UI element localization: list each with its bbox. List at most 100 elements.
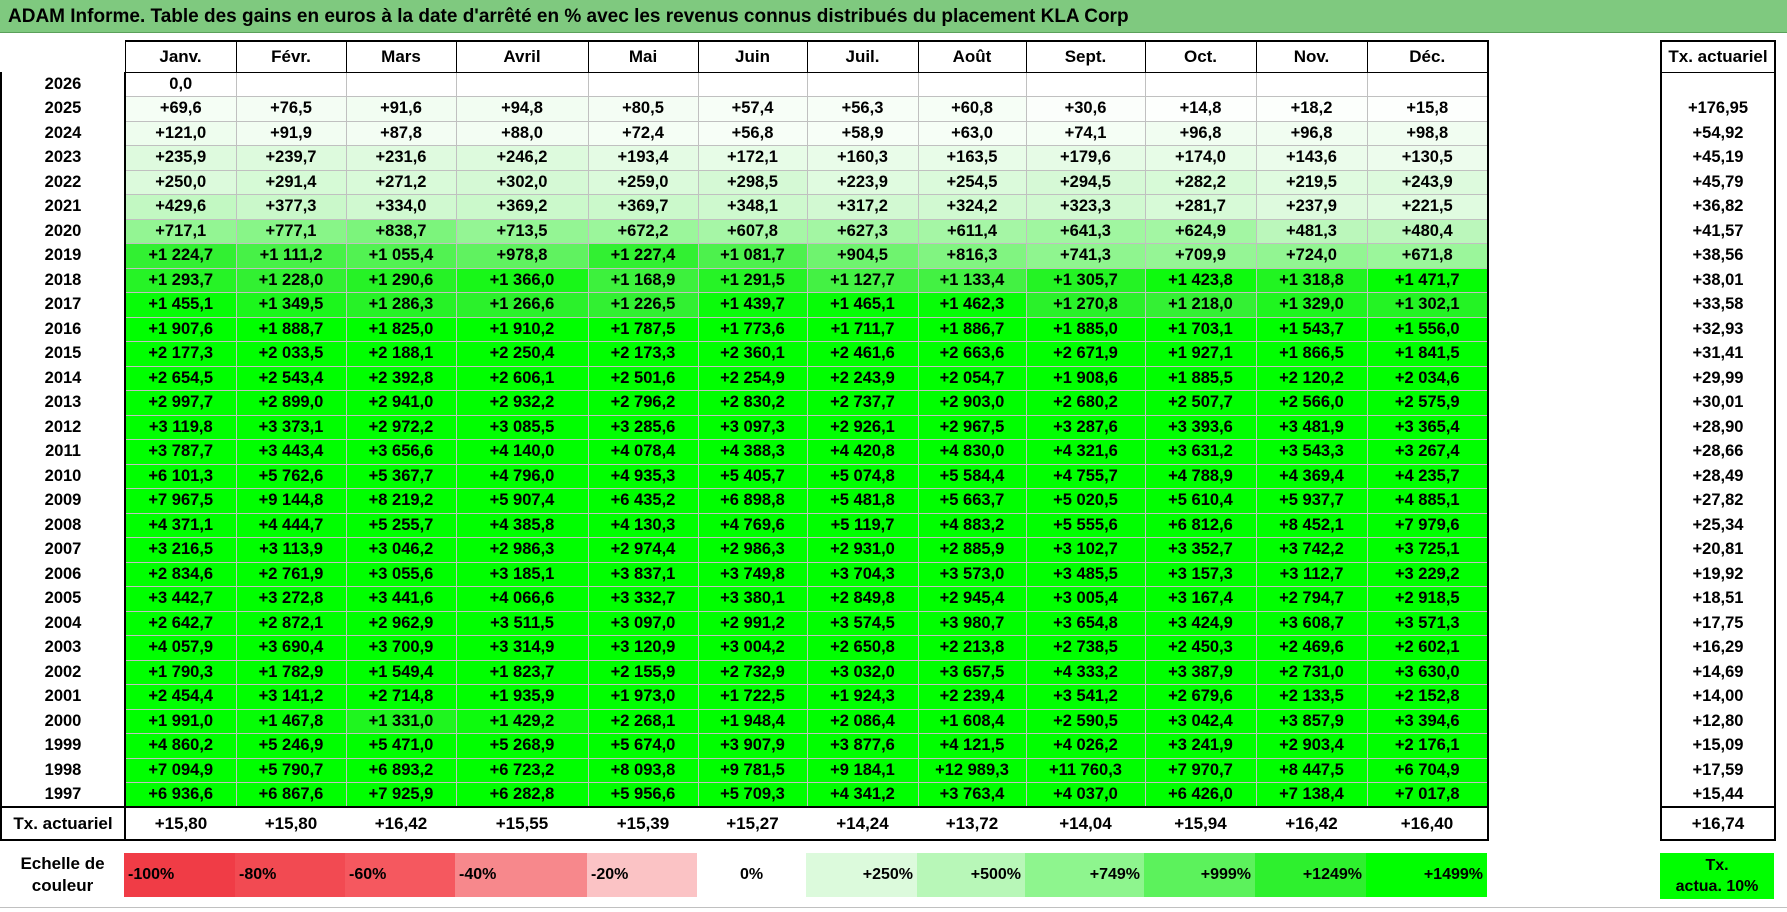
gain-cell: +2 761,9 bbox=[235, 561, 347, 587]
gain-cell: +6 426,0 bbox=[1144, 782, 1257, 808]
gain-cell: +4 371,1 bbox=[124, 512, 237, 538]
gain-cell: +4 935,3 bbox=[587, 463, 699, 489]
gain-cell: +2 794,7 bbox=[1255, 586, 1368, 612]
gain-cell: +5 074,8 bbox=[806, 463, 919, 489]
color-scale-swatch: +749% bbox=[1025, 853, 1144, 897]
gain-cell: +2 566,0 bbox=[1255, 390, 1368, 416]
table-row: 1999 +4 860,2 +5 246,9 +5 471,0 +5 268,9 +5 6… bbox=[0, 733, 1489, 759]
gain-cell: +6 936,6 bbox=[124, 782, 237, 808]
gain-cell: +2 650,8 bbox=[806, 635, 919, 661]
color-scale-label-line1: Echelle de bbox=[20, 854, 105, 873]
gain-cell: +3 046,2 bbox=[345, 537, 457, 563]
gain-cell: +1 305,7 bbox=[1025, 267, 1146, 293]
gain-cell: +8 093,8 bbox=[587, 757, 699, 783]
gain-cell: +4 333,2 bbox=[1025, 659, 1146, 685]
gain-cell: +904,5 bbox=[806, 243, 919, 269]
gain-cell: +179,6 bbox=[1025, 145, 1146, 171]
gain-cell: +3 005,4 bbox=[1025, 586, 1146, 612]
gain-cell: +235,9 bbox=[124, 145, 237, 171]
gain-cell: +4 860,2 bbox=[124, 733, 237, 759]
gain-cell: +323,3 bbox=[1025, 194, 1146, 220]
table-row: 1997 +6 936,6 +6 867,6 +7 925,9 +6 282,8 +5 9… bbox=[0, 782, 1489, 808]
gain-cell: +5 119,7 bbox=[806, 512, 919, 538]
year-label: 2023 bbox=[0, 145, 126, 170]
gain-cell: +6 867,6 bbox=[235, 782, 347, 808]
gain-cell: +1 465,1 bbox=[806, 292, 919, 318]
gain-cell: +1 924,3 bbox=[806, 684, 919, 710]
gain-cell: +72,4 bbox=[587, 120, 699, 146]
gain-cell: +2 033,5 bbox=[235, 341, 347, 367]
gain-cell: +243,9 bbox=[1366, 169, 1489, 195]
year-label: 2002 bbox=[0, 660, 126, 685]
color-scale-swatch: -80% bbox=[235, 853, 345, 897]
gain-cell: +8 452,1 bbox=[1255, 512, 1368, 538]
gain-cell: +1 467,8 bbox=[235, 708, 347, 734]
gain-cell: +282,2 bbox=[1144, 169, 1257, 195]
color-scale-swatch: -20% bbox=[587, 853, 697, 897]
table-row: 2023 +235,9 +239,7 +231,6 +246,2 +193,4 +172,1… bbox=[0, 145, 1489, 171]
year-label: 2010 bbox=[0, 464, 126, 489]
table-row: 2020 +717,1 +777,1 +838,7 +713,5 +672,2 +607,8… bbox=[0, 218, 1489, 244]
gain-cell: +2 997,7 bbox=[124, 390, 237, 416]
year-label: 1999 bbox=[0, 733, 126, 758]
gain-cell: +2 213,8 bbox=[917, 635, 1027, 661]
actuarial-rate-cell: +16,29 bbox=[1660, 635, 1776, 660]
color-scale-swatch: +1499% bbox=[1366, 853, 1487, 897]
gain-cell: +5 405,7 bbox=[697, 463, 808, 489]
gain-cell: +3 267,4 bbox=[1366, 439, 1489, 465]
gain-cell: +3 704,3 bbox=[806, 561, 919, 587]
month-header: Juil. bbox=[806, 40, 919, 73]
gain-cell: +2 738,5 bbox=[1025, 635, 1146, 661]
gain-cell: +3 229,2 bbox=[1366, 561, 1489, 587]
gain-cell: +1 991,0 bbox=[124, 708, 237, 734]
gain-cell: +2 680,2 bbox=[1025, 390, 1146, 416]
gain-cell: +2 120,2 bbox=[1255, 365, 1368, 391]
color-scale-swatch: -60% bbox=[345, 853, 455, 897]
gain-cell: +250,0 bbox=[124, 169, 237, 195]
table-row: 2024 +121,0 +91,9 +87,8 +88,0 +72,4 +56,8 +58,9… bbox=[0, 120, 1489, 146]
gain-cell: +2 360,1 bbox=[697, 341, 808, 367]
gain-cell bbox=[917, 71, 1027, 97]
gain-cell: +3 387,9 bbox=[1144, 659, 1257, 685]
actuarial-rate-cell: +17,75 bbox=[1660, 611, 1776, 636]
gain-cell: +2 918,5 bbox=[1366, 586, 1489, 612]
year-label: 2018 bbox=[0, 268, 126, 293]
gain-cell: +624,9 bbox=[1144, 218, 1257, 244]
gain-cell: +2 972,2 bbox=[345, 414, 457, 440]
gain-cell: +1 349,5 bbox=[235, 292, 347, 318]
gain-cell: +1 825,0 bbox=[345, 316, 457, 342]
gain-cell: +5 367,7 bbox=[345, 463, 457, 489]
actuarial-rate-cell: +176,95 bbox=[1660, 96, 1776, 121]
gain-cell bbox=[1025, 71, 1146, 97]
gain-cell: +3 980,7 bbox=[917, 610, 1027, 636]
gain-cell: +9 184,1 bbox=[806, 757, 919, 783]
bottom-divider bbox=[0, 907, 1787, 908]
gain-cell: +4 121,5 bbox=[917, 733, 1027, 759]
gain-cell: +2 450,3 bbox=[1144, 635, 1257, 661]
year-label: 2020 bbox=[0, 219, 126, 244]
actuarial-rate-cell: +18,51 bbox=[1660, 586, 1776, 611]
table-row: 1998 +7 094,9 +5 790,7 +6 893,2 +6 723,2 +8 0… bbox=[0, 757, 1489, 783]
gain-cell: +3 857,9 bbox=[1255, 708, 1368, 734]
gain-cell: +2 243,9 bbox=[806, 365, 919, 391]
gain-cell: +4 788,9 bbox=[1144, 463, 1257, 489]
table-row: 2019 +1 224,7 +1 111,2 +1 055,4 +978,8 +1 227… bbox=[0, 243, 1489, 269]
gain-cell: +2 986,3 bbox=[455, 537, 589, 563]
year-label: 2019 bbox=[0, 243, 126, 268]
year-label: 2025 bbox=[0, 96, 126, 121]
gain-cell: +7 979,6 bbox=[1366, 512, 1489, 538]
gain-cell: +1 841,5 bbox=[1366, 341, 1489, 367]
gain-cell: +2 268,1 bbox=[587, 708, 699, 734]
gain-cell: +1 866,5 bbox=[1255, 341, 1368, 367]
year-label: 1997 bbox=[0, 782, 126, 808]
actuarial-rate-cell: +28,90 bbox=[1660, 415, 1776, 440]
gain-cell: +1 471,7 bbox=[1366, 267, 1489, 293]
table-row: 2008 +4 371,1 +4 444,7 +5 255,7 +4 385,8 +4 1… bbox=[0, 512, 1489, 538]
actuarial-rate-table: Tx. actuariel +176,95 +54,92 +45,19 +45,79 +3… bbox=[1660, 40, 1776, 841]
gain-cell: +4 037,0 bbox=[1025, 782, 1146, 808]
table-row: 2002 +1 790,3 +1 782,9 +1 549,4 +1 823,7 +2 1… bbox=[0, 659, 1489, 685]
month-header: Déc. bbox=[1366, 40, 1489, 73]
actuarial-rate-cell: +45,19 bbox=[1660, 145, 1776, 170]
gain-cell: +246,2 bbox=[455, 145, 589, 171]
gain-cell: +2 679,6 bbox=[1144, 684, 1257, 710]
